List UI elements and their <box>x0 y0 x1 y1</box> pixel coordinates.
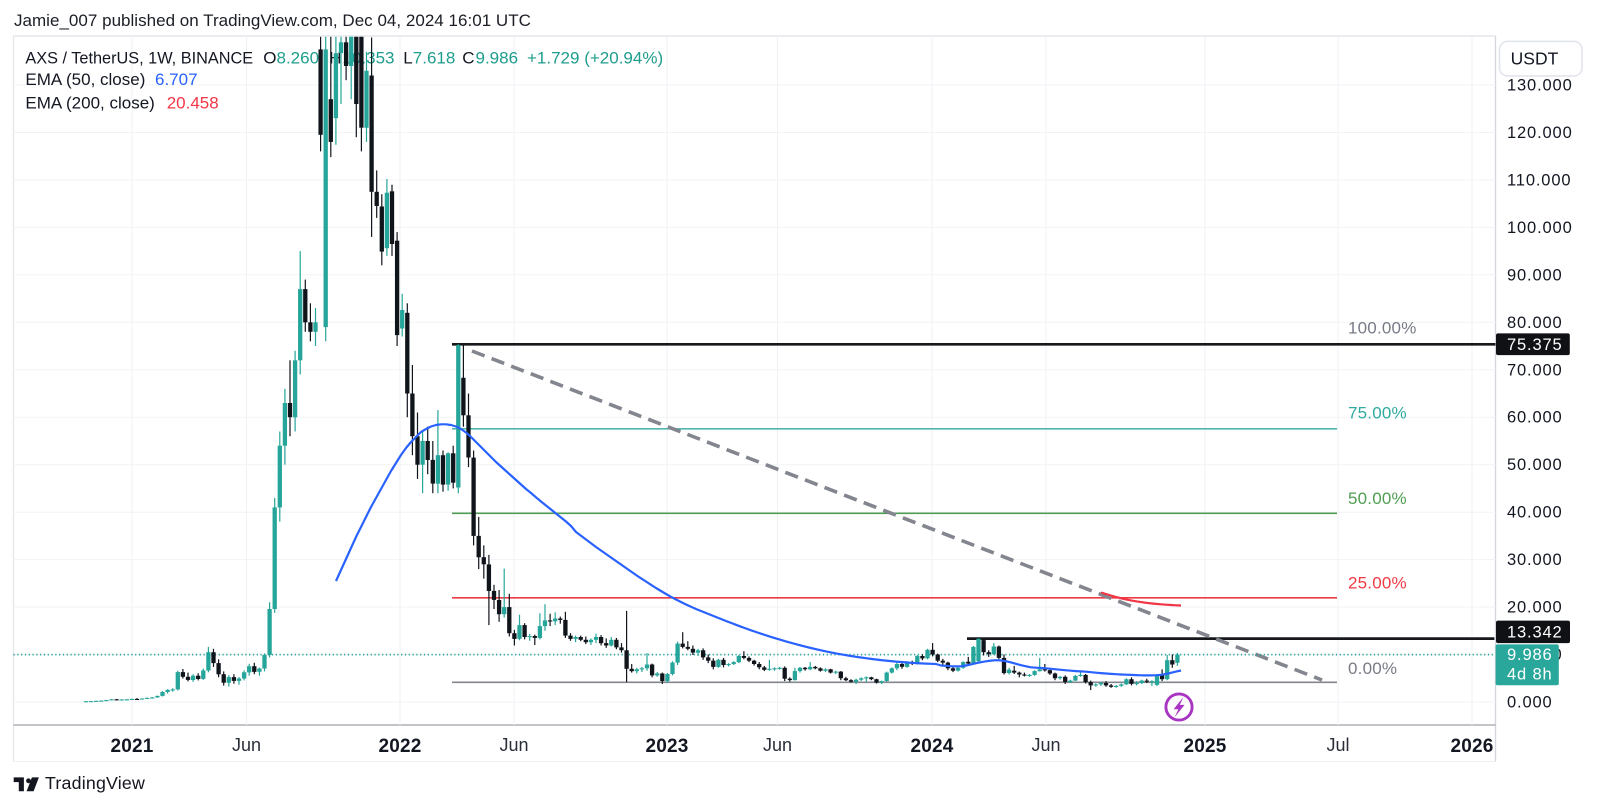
svg-text:Jun: Jun <box>1031 735 1060 755</box>
svg-text:20.458: 20.458 <box>167 93 219 112</box>
svg-text:Jamie_007 published on Trading: Jamie_007 published on TradingView.com, … <box>14 11 531 30</box>
svg-text:20.000: 20.000 <box>1507 599 1563 617</box>
svg-text:2026: 2026 <box>1450 736 1493 757</box>
svg-text:O: O <box>263 48 276 67</box>
svg-text:EMA (200, close): EMA (200, close) <box>25 93 154 112</box>
svg-text:Jun: Jun <box>763 735 792 755</box>
svg-text:2024: 2024 <box>910 736 953 757</box>
svg-text:7.618: 7.618 <box>413 48 456 67</box>
svg-text:0.00%: 0.00% <box>1348 659 1397 678</box>
svg-text:2023: 2023 <box>645 736 688 757</box>
svg-text:USDT: USDT <box>1511 49 1559 69</box>
svg-text:2025: 2025 <box>1183 736 1226 757</box>
svg-text:C: C <box>462 48 474 67</box>
svg-text:+1.729 (+20.94%): +1.729 (+20.94%) <box>527 48 663 67</box>
svg-text:Jun: Jun <box>232 735 261 755</box>
svg-text:60.000: 60.000 <box>1507 409 1563 427</box>
svg-text:Jul: Jul <box>1326 735 1349 755</box>
svg-text:100.00%: 100.00% <box>1348 319 1417 338</box>
svg-text:40.000: 40.000 <box>1507 504 1563 522</box>
svg-text:2022: 2022 <box>378 736 421 757</box>
svg-text:Jun: Jun <box>499 735 528 755</box>
svg-text:L: L <box>403 48 412 67</box>
svg-text:120.000: 120.000 <box>1507 124 1573 142</box>
svg-text:AXS / TetherUS, 1W, BINANCE: AXS / TetherUS, 1W, BINANCE <box>25 49 253 67</box>
svg-text:100.000: 100.000 <box>1507 219 1573 237</box>
svg-text:80.000: 80.000 <box>1507 314 1563 332</box>
svg-text:9.986: 9.986 <box>476 48 519 67</box>
svg-text:75.375: 75.375 <box>1507 336 1563 354</box>
svg-text:EMA (50, close): EMA (50, close) <box>25 70 145 89</box>
svg-text:6.707: 6.707 <box>155 70 198 89</box>
svg-text:75.00%: 75.00% <box>1348 404 1407 423</box>
svg-text:130.000: 130.000 <box>1507 77 1573 95</box>
svg-text:4d 8h: 4d 8h <box>1507 666 1553 684</box>
svg-text:50.000: 50.000 <box>1507 456 1563 474</box>
svg-text:9.986: 9.986 <box>1507 646 1553 664</box>
svg-text:90.000: 90.000 <box>1507 266 1563 284</box>
svg-text:50.00%: 50.00% <box>1348 489 1407 508</box>
svg-text:110.000: 110.000 <box>1507 171 1571 189</box>
svg-text:2021: 2021 <box>110 736 153 757</box>
svg-text:25.00%: 25.00% <box>1348 574 1407 593</box>
svg-text:TradingView: TradingView <box>45 773 145 793</box>
svg-text:13.342: 13.342 <box>1507 624 1563 642</box>
svg-text:8.260: 8.260 <box>277 48 320 67</box>
svg-text:30.000: 30.000 <box>1507 551 1563 569</box>
svg-text:70.000: 70.000 <box>1507 361 1563 379</box>
svg-text:0.000: 0.000 <box>1507 694 1553 712</box>
